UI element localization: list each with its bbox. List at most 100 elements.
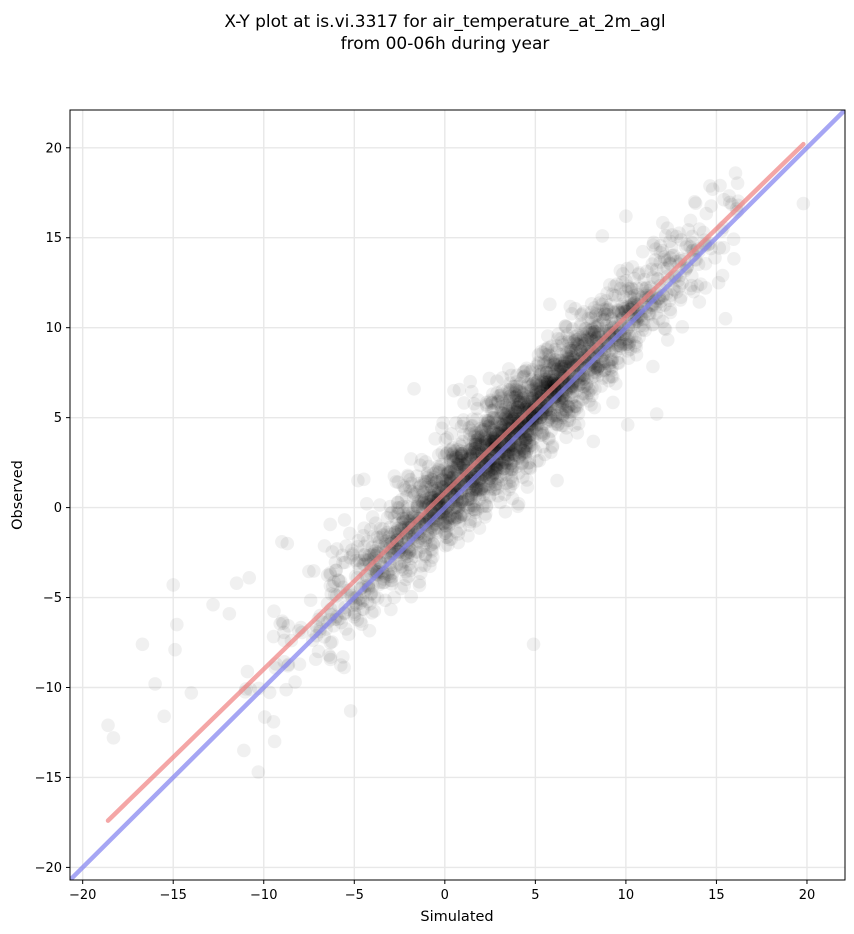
data-point: [463, 374, 477, 389]
data-point: [605, 352, 620, 367]
data-point: [523, 436, 537, 450]
data-point: [539, 365, 554, 380]
data-point: [564, 343, 579, 358]
data-point: [607, 305, 621, 320]
data-point: [481, 419, 496, 434]
data-point: [467, 444, 482, 459]
data-point: [509, 383, 524, 397]
data-point: [511, 497, 526, 511]
data-point: [538, 403, 553, 418]
data-point: [542, 370, 557, 384]
data-point: [672, 279, 687, 294]
data-point: [547, 357, 562, 372]
data-point: [451, 476, 466, 491]
data-point: [587, 324, 602, 339]
data-point: [468, 433, 483, 448]
data-point: [658, 322, 673, 337]
data-point: [499, 411, 513, 426]
data-point: [467, 425, 482, 440]
data-point: [555, 335, 569, 350]
data-point: [406, 485, 420, 499]
data-point: [463, 443, 477, 458]
data-point: [347, 609, 361, 624]
data-point: [489, 411, 503, 426]
data-point: [586, 434, 601, 449]
data-point: [560, 350, 574, 365]
data-point: [572, 378, 586, 392]
data-point: [547, 365, 562, 380]
data-point: [561, 405, 576, 420]
data-point: [559, 320, 574, 334]
data-point: [479, 499, 494, 514]
data-point: [606, 395, 620, 410]
data-point: [470, 486, 484, 501]
data-point: [490, 463, 505, 477]
data-point: [660, 221, 675, 235]
data-point: [498, 504, 513, 519]
data-point: [506, 394, 520, 409]
data-point: [570, 332, 585, 347]
data-point: [523, 365, 538, 379]
data-point: [540, 329, 555, 343]
data-point: [322, 648, 336, 662]
data-point: [541, 354, 556, 369]
data-point: [384, 602, 398, 617]
data-point: [473, 438, 487, 452]
data-point: [453, 448, 468, 463]
data-point: [559, 345, 574, 359]
data-point: [580, 330, 595, 344]
data-point: [556, 410, 570, 425]
data-point: [540, 375, 555, 389]
data-point: [538, 374, 553, 389]
data-point: [438, 518, 453, 533]
data-point: [376, 527, 390, 542]
data-point: [441, 464, 455, 479]
data-point: [623, 302, 637, 317]
data-point: [532, 391, 546, 405]
data-point: [505, 407, 520, 421]
data-point: [543, 352, 557, 366]
data-point: [674, 233, 688, 247]
data-point: [620, 337, 635, 351]
data-point: [479, 498, 494, 513]
data-point: [589, 308, 603, 322]
data-point: [451, 457, 466, 472]
data-point: [350, 613, 365, 627]
data-point: [277, 625, 291, 640]
data-point: [417, 490, 431, 505]
data-point: [554, 359, 568, 374]
data-point: [504, 368, 519, 383]
data-point: [302, 564, 316, 579]
data-point: [441, 519, 456, 533]
data-point: [334, 615, 349, 630]
data-point: [461, 492, 475, 506]
data-point: [456, 427, 471, 442]
data-point: [357, 521, 371, 535]
data-point: [522, 435, 536, 450]
data-point: [630, 287, 645, 302]
data-point: [510, 400, 524, 415]
data-point: [461, 529, 475, 543]
data-point: [348, 569, 363, 584]
data-point: [569, 399, 584, 414]
data-point: [540, 414, 555, 429]
data-point: [674, 290, 688, 304]
data-point: [441, 538, 455, 552]
data-point: [423, 559, 437, 574]
data-point: [402, 557, 416, 572]
data-point: [551, 327, 566, 342]
data-point: [430, 511, 445, 526]
data-point: [384, 573, 399, 588]
data-point: [476, 487, 491, 501]
data-point: [529, 385, 543, 400]
data-point: [496, 417, 511, 432]
data-point: [529, 383, 543, 397]
data-point: [446, 448, 461, 463]
data-point: [470, 437, 485, 452]
axis-ticks: −20 −15 −10 −5 0 5 10 15 20 −20 −15 −10 −5 0 5 10 15 20: [35, 141, 816, 903]
data-point: [414, 493, 429, 507]
data-point: [500, 449, 515, 464]
data-point: [554, 356, 569, 371]
data-point: [598, 363, 612, 377]
data-point: [501, 451, 516, 466]
